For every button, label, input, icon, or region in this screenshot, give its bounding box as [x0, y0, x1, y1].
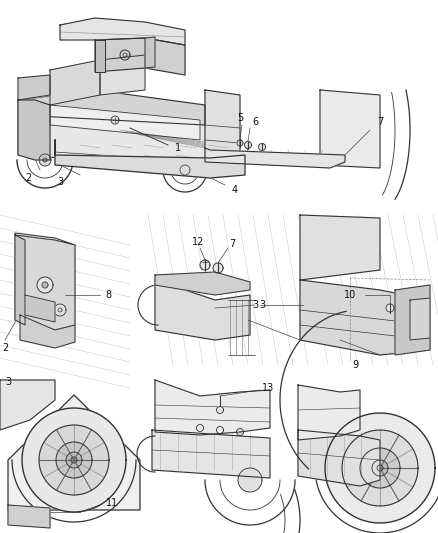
Polygon shape	[18, 100, 205, 168]
Polygon shape	[155, 280, 250, 340]
Polygon shape	[342, 430, 418, 506]
Polygon shape	[377, 465, 383, 471]
Polygon shape	[42, 282, 48, 288]
Polygon shape	[213, 263, 223, 273]
Polygon shape	[8, 395, 140, 510]
Polygon shape	[295, 370, 438, 533]
Text: 5: 5	[237, 113, 243, 123]
Text: 10: 10	[344, 290, 356, 300]
Polygon shape	[18, 75, 50, 100]
Polygon shape	[237, 429, 244, 435]
Polygon shape	[15, 235, 25, 325]
Text: 3: 3	[5, 377, 11, 387]
Polygon shape	[360, 448, 400, 488]
Polygon shape	[18, 100, 50, 160]
Polygon shape	[386, 304, 394, 312]
Text: 11: 11	[106, 498, 118, 508]
Polygon shape	[39, 425, 109, 495]
Text: 13: 13	[262, 383, 274, 393]
Polygon shape	[155, 272, 250, 295]
Text: 1: 1	[175, 143, 181, 153]
Polygon shape	[300, 280, 430, 355]
Polygon shape	[37, 277, 53, 293]
Polygon shape	[56, 442, 92, 478]
Text: 7: 7	[229, 239, 235, 249]
Polygon shape	[18, 90, 205, 125]
Polygon shape	[50, 60, 100, 105]
Polygon shape	[25, 295, 55, 322]
Polygon shape	[100, 55, 145, 95]
Polygon shape	[20, 315, 75, 348]
Polygon shape	[0, 0, 438, 210]
Polygon shape	[205, 148, 345, 168]
Polygon shape	[300, 215, 380, 280]
Polygon shape	[152, 430, 270, 478]
Polygon shape	[54, 304, 66, 316]
Polygon shape	[50, 105, 200, 140]
Polygon shape	[8, 505, 50, 528]
Polygon shape	[22, 408, 126, 512]
Text: 3: 3	[252, 300, 258, 310]
Polygon shape	[395, 285, 430, 355]
Polygon shape	[325, 413, 435, 523]
Polygon shape	[95, 38, 185, 75]
Polygon shape	[298, 385, 360, 440]
Polygon shape	[0, 210, 130, 370]
Polygon shape	[216, 426, 223, 433]
Polygon shape	[237, 140, 243, 146]
Polygon shape	[15, 233, 75, 245]
Polygon shape	[197, 424, 204, 432]
Polygon shape	[145, 210, 295, 370]
Text: 12: 12	[192, 237, 204, 247]
Polygon shape	[200, 260, 210, 270]
Polygon shape	[111, 116, 119, 124]
Polygon shape	[15, 235, 75, 330]
Polygon shape	[123, 53, 127, 57]
Polygon shape	[5, 373, 140, 510]
Polygon shape	[71, 457, 77, 463]
Text: 6: 6	[252, 117, 258, 127]
Text: 3: 3	[259, 300, 265, 310]
Text: 7: 7	[377, 117, 383, 127]
Polygon shape	[39, 154, 51, 166]
Polygon shape	[155, 380, 270, 435]
Polygon shape	[320, 90, 380, 168]
Polygon shape	[298, 430, 380, 486]
Polygon shape	[43, 158, 47, 162]
Polygon shape	[244, 141, 251, 149]
Polygon shape	[66, 452, 82, 468]
Polygon shape	[145, 37, 155, 68]
Polygon shape	[0, 380, 55, 430]
Polygon shape	[410, 298, 430, 340]
Polygon shape	[238, 468, 262, 492]
Text: 3: 3	[57, 177, 63, 187]
Polygon shape	[295, 210, 438, 370]
Text: 4: 4	[232, 185, 238, 195]
Polygon shape	[120, 50, 130, 60]
Polygon shape	[95, 40, 105, 72]
Text: 2: 2	[2, 343, 8, 353]
Text: 8: 8	[105, 290, 111, 300]
Text: 2: 2	[25, 173, 31, 183]
Polygon shape	[216, 407, 223, 414]
Polygon shape	[0, 370, 148, 533]
Polygon shape	[55, 140, 245, 178]
Polygon shape	[148, 370, 295, 533]
Polygon shape	[258, 143, 265, 150]
Polygon shape	[205, 90, 240, 172]
Text: 9: 9	[352, 360, 358, 370]
Polygon shape	[180, 165, 190, 175]
Polygon shape	[60, 18, 185, 45]
Polygon shape	[372, 460, 388, 476]
